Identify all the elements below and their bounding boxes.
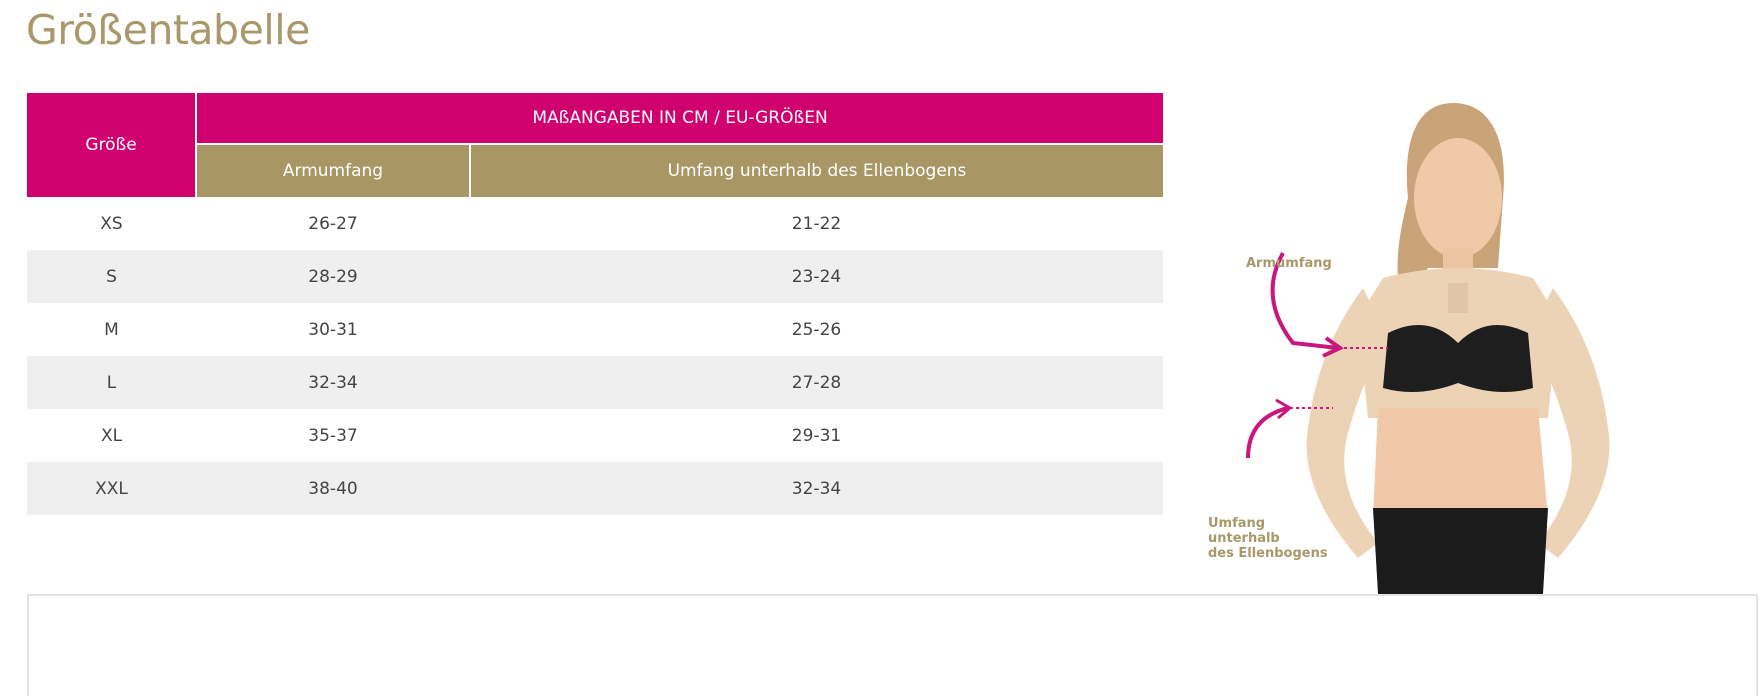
below-elbow-cell: 29-31 xyxy=(791,425,842,446)
arm-cell: 28-29 xyxy=(196,250,470,303)
model-illustration xyxy=(1246,103,1610,594)
size-cell: XL xyxy=(100,425,123,446)
below-elbow-cell: 23-24 xyxy=(470,250,1163,303)
table-row: M 30-31 25-26 xyxy=(27,303,1163,356)
table-row: XS 26-27 21-22 xyxy=(27,197,1163,250)
below-elbow-header: Umfang unterhalb des Ellenbogens xyxy=(470,144,1163,197)
table-row: XXL 38-40 32-34 xyxy=(27,462,1163,515)
arm-cell: 30-31 xyxy=(308,319,358,340)
size-table: Größe MAßANGABEN IN CM / EU-GRÖßEN Armum… xyxy=(27,93,1163,515)
page-title: Größentabelle xyxy=(26,6,310,54)
arm-cell: 32-34 xyxy=(196,356,470,409)
below-elbow-label-line: unterhalb xyxy=(1208,531,1280,546)
model-measurement-image: Armumfang Umfang unterhalb des Ellenboge… xyxy=(1198,88,1688,594)
size-cell: XXL xyxy=(27,462,196,515)
below-elbow-label-line: Umfang xyxy=(1208,516,1266,531)
size-cell: L xyxy=(27,356,196,409)
below-elbow-cell: 32-34 xyxy=(470,462,1163,515)
arm-cell: 35-37 xyxy=(308,425,358,446)
below-elbow-cell: 25-26 xyxy=(791,319,842,340)
table-row: L 32-34 27-28 xyxy=(27,356,1163,409)
below-elbow-label-line: des Ellenbogens xyxy=(1208,546,1328,561)
table-row: S 28-29 23-24 xyxy=(27,250,1163,303)
size-cell: S xyxy=(27,250,196,303)
arm-cell: 26-27 xyxy=(308,213,358,234)
size-column-header: Größe xyxy=(27,93,197,197)
arm-cell: 38-40 xyxy=(196,462,470,515)
arm-circumference-label: Armumfang xyxy=(1246,256,1332,271)
table-row: XL 35-37 29-31 xyxy=(27,409,1163,462)
content-panel xyxy=(27,594,1758,696)
arm-circumference-header: Armumfang xyxy=(196,144,471,197)
below-elbow-label: Umfang unterhalb des Ellenbogens xyxy=(1208,516,1328,561)
size-cell: XS xyxy=(100,213,123,234)
below-elbow-cell: 21-22 xyxy=(791,213,842,234)
below-elbow-cell: 27-28 xyxy=(470,356,1163,409)
measurements-group-header: MAßANGABEN IN CM / EU-GRÖßEN xyxy=(196,93,1163,145)
size-cell: M xyxy=(104,319,119,340)
